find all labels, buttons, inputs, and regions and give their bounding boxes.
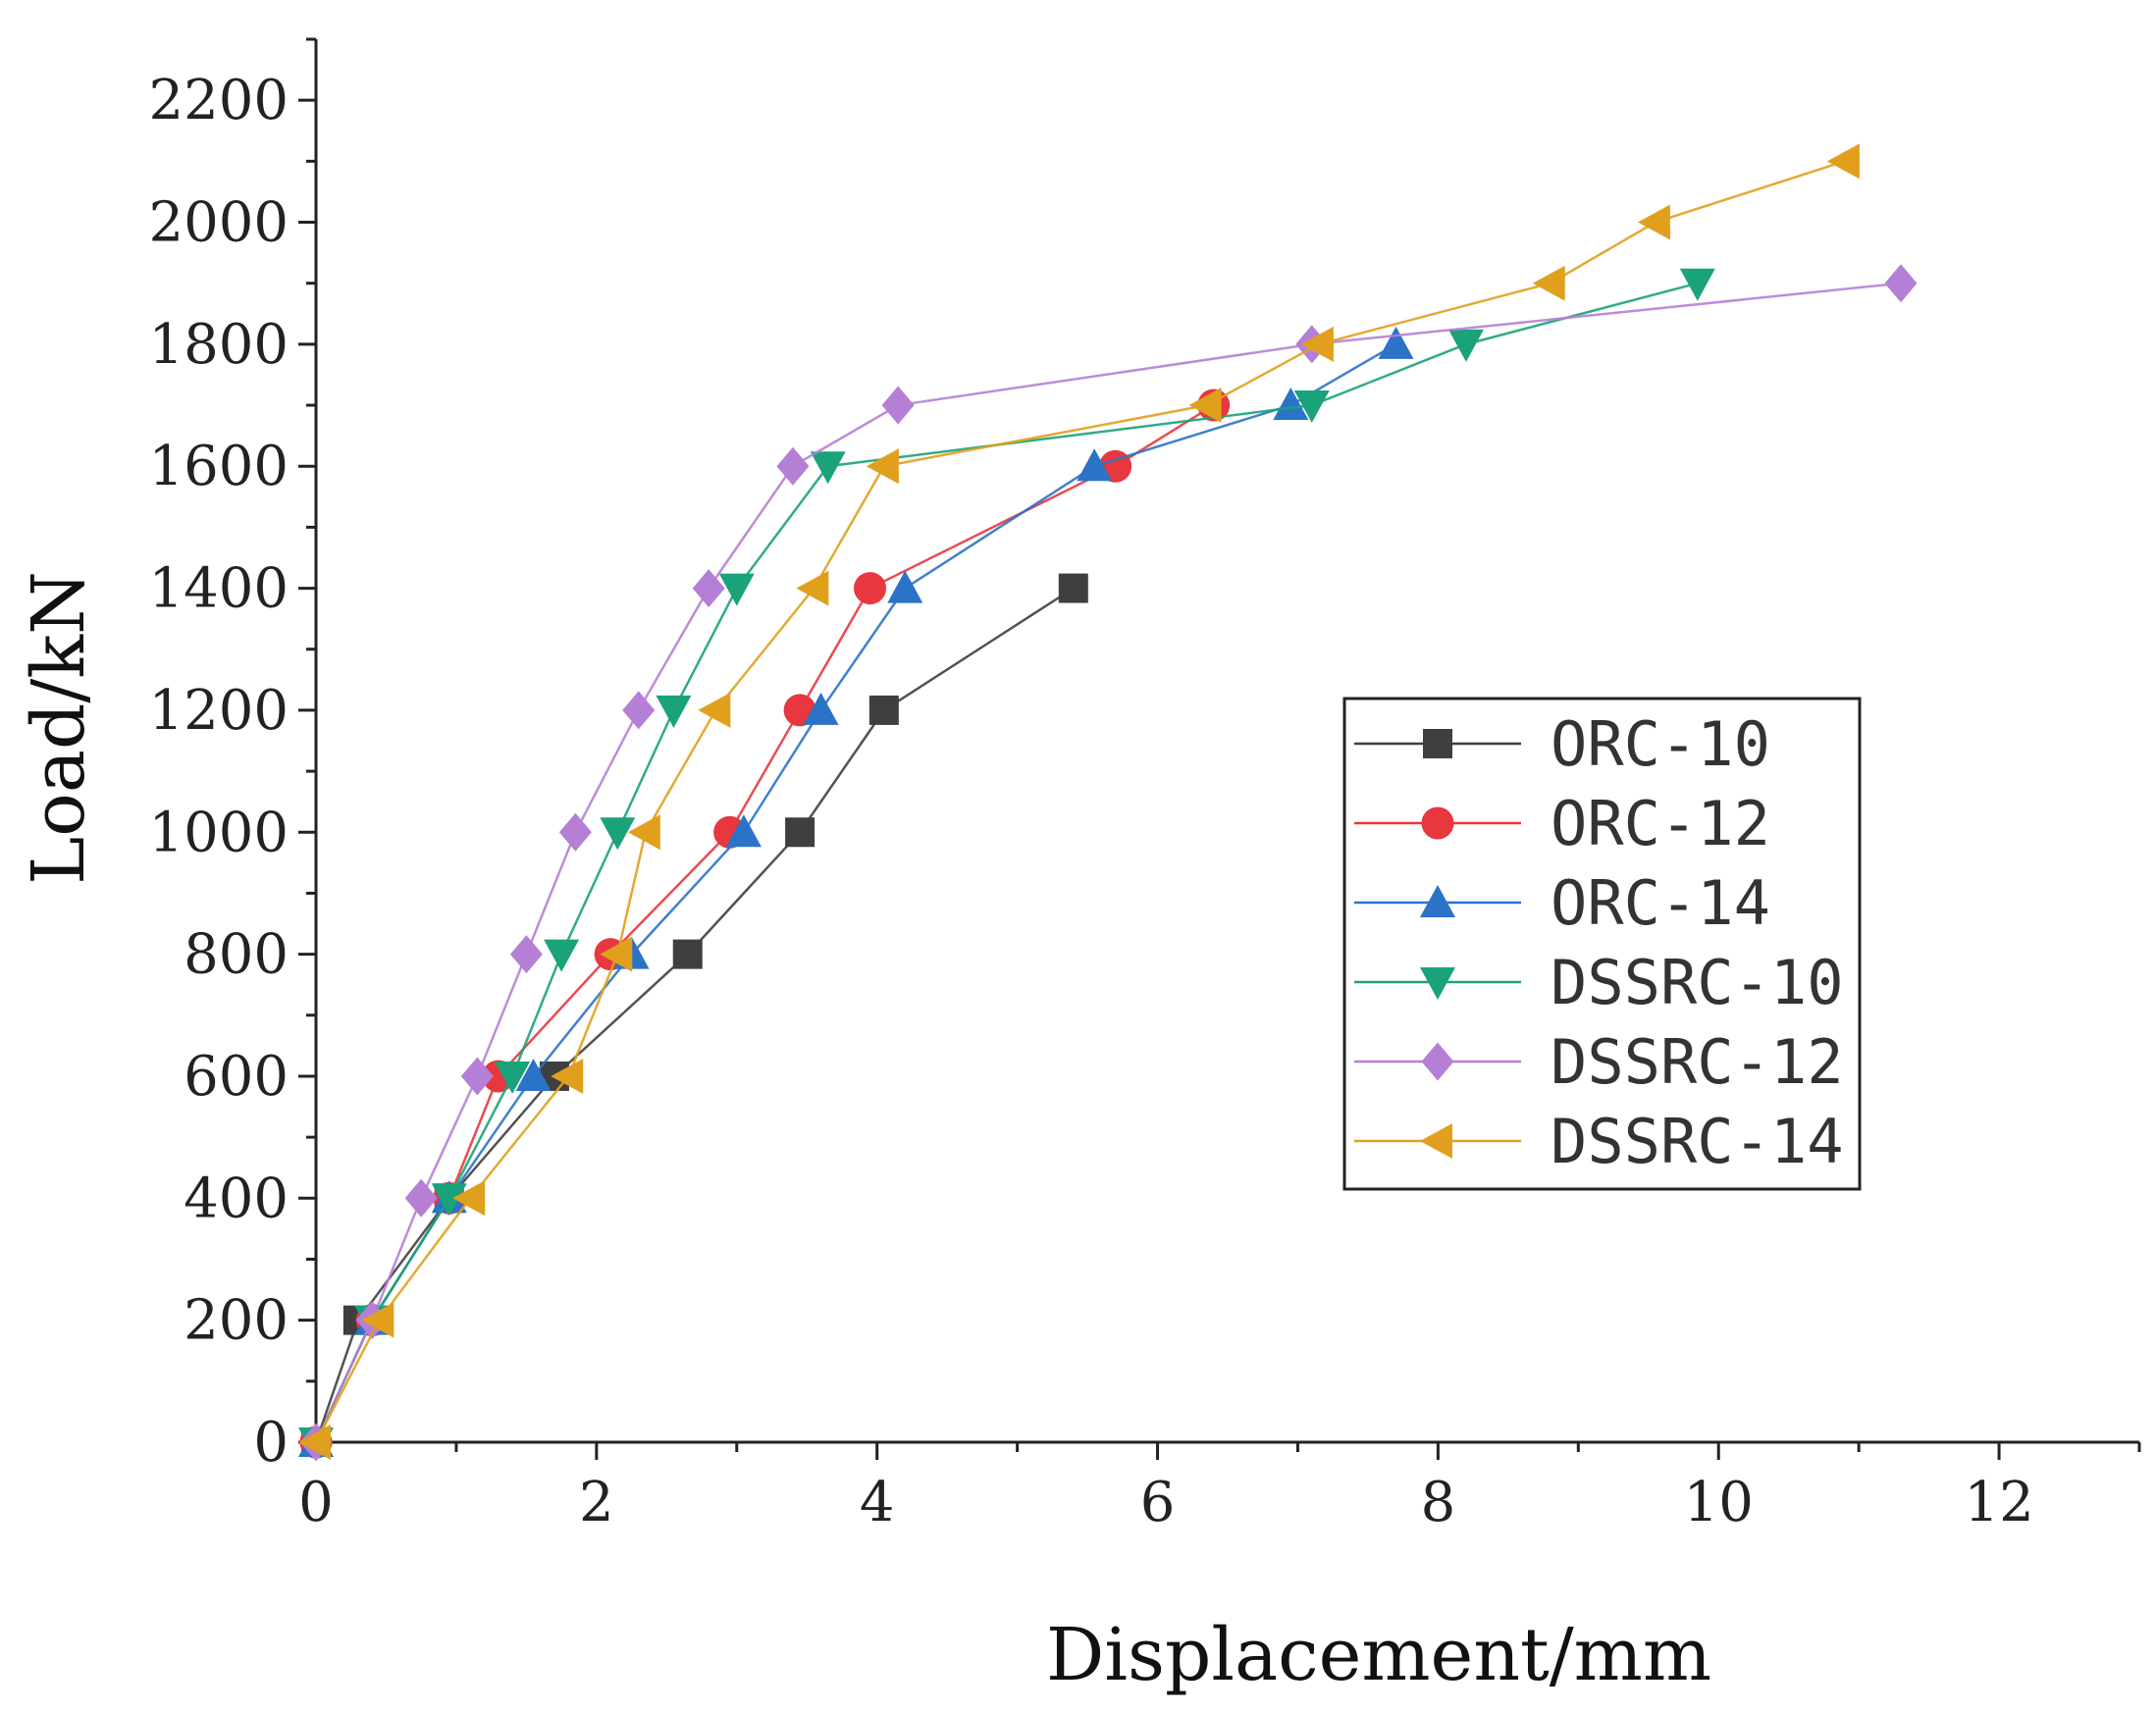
data-point [622,691,656,730]
series-layer [298,143,1918,1462]
legend-marker [1421,806,1454,840]
x-tick-label: 0 [298,1471,334,1534]
legend-marker [1420,885,1455,917]
data-point [1884,264,1918,303]
y-tick-label: 1000 [148,801,289,864]
series-line [314,282,1902,1443]
legend-item: DSSRC-12 [1354,1026,1844,1098]
y-tick-label: 800 [184,923,289,987]
data-point [656,695,692,728]
data-point [1378,326,1414,359]
legend-label: ORC-10 [1551,708,1770,780]
data-point [692,569,725,608]
data-point [431,1183,467,1217]
data-point [509,935,543,974]
data-point [796,570,829,606]
data-point [866,448,899,485]
x-tick-label: 10 [1684,1471,1754,1534]
data-point [881,386,915,425]
y-tick-label: 600 [184,1045,289,1109]
y-axis-title: Load/kN [17,571,101,885]
y-tick-label: 1800 [148,313,289,377]
legend-item: DSSRC-10 [1354,947,1844,1018]
y-tick-label: 1200 [148,679,289,743]
data-point [810,451,846,485]
legend-label: DSSRC-10 [1551,947,1844,1018]
y-tick-label: 2000 [148,191,289,255]
data-point [361,1302,394,1338]
y-tick-label: 0 [253,1411,289,1475]
legend: ORC-10 ORC-12 ORC-14 DSSRC-10 DSSRC-12 DSSRC-… [1342,697,1862,1191]
data-point [404,1178,438,1218]
data-point [452,1180,486,1217]
data-point [1532,265,1565,301]
x-tick-label: 4 [860,1471,895,1534]
legend-marker [1420,1123,1452,1159]
data-point [1447,329,1484,362]
data-point [1293,390,1330,424]
data-point [868,695,899,725]
data-point [1300,326,1334,362]
legend-label: DSSRC-12 [1551,1026,1844,1098]
series-line [314,282,1699,1443]
data-point [785,817,815,848]
x-tick-label: 12 [1964,1471,2033,1534]
y-tick-label: 1600 [148,435,289,498]
data-point [515,1058,552,1091]
data-point [1637,204,1670,240]
series-orc-10 [301,573,1088,1457]
data-point [1077,448,1113,482]
data-point [1679,268,1715,301]
data-point [600,936,633,972]
legend-marker [1423,729,1452,758]
legend-item: DSSRC-14 [1354,1106,1844,1177]
y-tick-label: 400 [184,1167,289,1230]
axes: 0 2 4 6 8 10 12 0 200 400 600 800 1000 1200 1400 1600 18… [148,37,2141,1534]
data-point [544,939,580,972]
y-tick-label: 200 [184,1289,289,1353]
legend-item: ORC-10 [1354,708,1770,780]
data-point [1188,388,1222,424]
legend-marker [1421,1042,1454,1081]
series-line [314,587,1075,1443]
legend-item: ORC-12 [1354,788,1770,859]
data-point [551,1058,584,1094]
data-point [298,1425,331,1460]
data-point [803,692,839,725]
data-point [1058,573,1088,603]
data-point [558,812,592,852]
legend-box [1342,697,1862,1191]
y-tick-label: 2200 [148,69,289,132]
legend-label: DSSRC-14 [1551,1106,1844,1177]
legend-marker [1420,967,1455,1000]
data-point [887,570,923,603]
data-point [698,692,731,728]
series-line [314,403,1215,1443]
data-point [460,1057,494,1096]
data-point [776,446,810,486]
legend-label: ORC-14 [1551,867,1770,939]
data-point [495,1061,531,1094]
series-orc-14 [298,326,1414,1457]
data-point [600,817,636,851]
x-axis-title: Displacement/mm [1046,1613,1711,1697]
x-tick-label: 2 [579,1471,614,1534]
data-point [1273,388,1309,421]
data-point [854,572,887,605]
data-point [725,814,762,848]
series-line [314,342,1397,1443]
y-tick-label: 1400 [148,557,289,621]
series-line [314,160,1846,1443]
series-dssrc-14 [298,143,1860,1460]
series-dssrc-12 [299,264,1918,1462]
data-point [627,814,660,851]
legend-item: ORC-14 [1354,867,1770,939]
data-point [1826,143,1860,180]
data-point [672,939,703,969]
x-tick-label: 8 [1421,1471,1456,1534]
x-tick-label: 6 [1140,1471,1176,1534]
legend-label: ORC-12 [1551,788,1770,859]
data-point [718,573,755,606]
